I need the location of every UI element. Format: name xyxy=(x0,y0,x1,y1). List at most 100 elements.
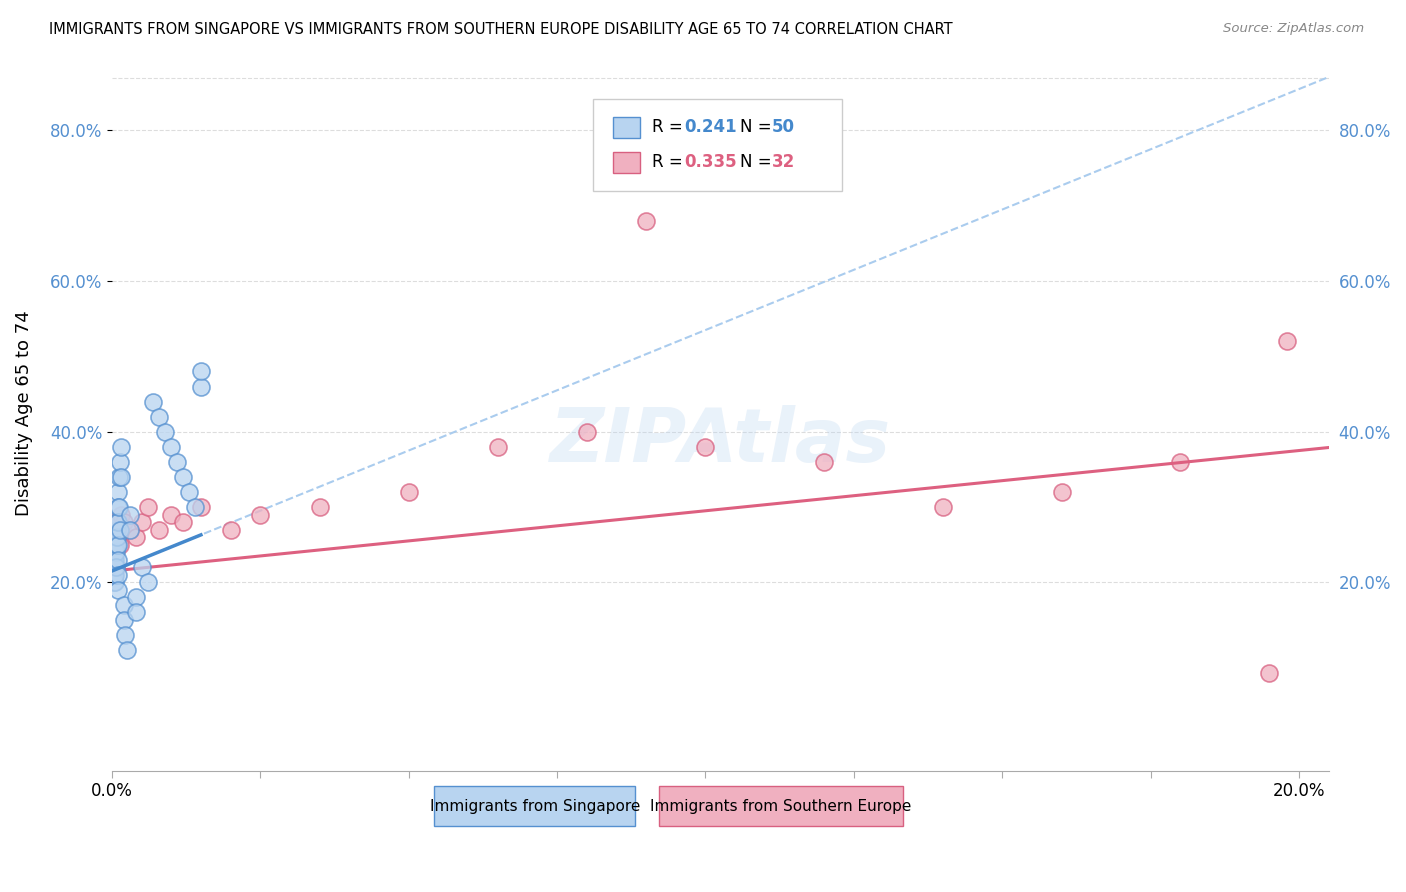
Text: R =: R = xyxy=(652,119,688,136)
Immigrants from Southern Europe xyxy=(219,523,242,537)
Text: 50: 50 xyxy=(772,119,794,136)
Immigrants from Southern Europe xyxy=(131,515,153,529)
Text: IMMIGRANTS FROM SINGAPORE VS IMMIGRANTS FROM SOUTHERN EUROPE DISABILITY AGE 65 T: IMMIGRANTS FROM SINGAPORE VS IMMIGRANTS … xyxy=(49,22,953,37)
FancyBboxPatch shape xyxy=(434,787,636,826)
Bar xyxy=(613,152,640,173)
Immigrants from Singapore xyxy=(103,560,125,574)
Text: 0.241: 0.241 xyxy=(683,119,737,136)
Text: Source: ZipAtlas.com: Source: ZipAtlas.com xyxy=(1223,22,1364,36)
Immigrants from Southern Europe xyxy=(148,523,170,537)
Immigrants from Southern Europe xyxy=(110,508,132,522)
Immigrants from Singapore xyxy=(131,560,153,574)
Immigrants from Singapore xyxy=(148,409,170,424)
Immigrants from Singapore xyxy=(108,470,131,484)
Text: ZIPAtlas: ZIPAtlas xyxy=(550,405,891,478)
Immigrants from Singapore xyxy=(104,575,127,590)
Immigrants from Southern Europe xyxy=(813,455,835,469)
Immigrants from Southern Europe xyxy=(1258,665,1281,680)
Immigrants from Singapore xyxy=(105,530,128,544)
Immigrants from Singapore xyxy=(190,364,212,378)
Immigrants from Southern Europe xyxy=(107,530,129,544)
Immigrants from Southern Europe xyxy=(486,440,509,454)
Immigrants from Singapore xyxy=(155,425,177,439)
Immigrants from Southern Europe xyxy=(124,530,146,544)
FancyBboxPatch shape xyxy=(592,100,842,191)
Immigrants from Singapore xyxy=(105,515,128,529)
Immigrants from Southern Europe xyxy=(172,515,194,529)
Text: R =: R = xyxy=(652,153,688,171)
Immigrants from Singapore xyxy=(104,567,127,582)
Immigrants from Singapore xyxy=(107,500,129,514)
Immigrants from Southern Europe xyxy=(104,545,127,559)
Immigrants from Singapore xyxy=(103,552,125,566)
Immigrants from Southern Europe xyxy=(103,552,125,566)
Immigrants from Southern Europe xyxy=(932,500,955,514)
Immigrants from Southern Europe xyxy=(108,523,131,537)
Immigrants from Singapore xyxy=(118,508,141,522)
Immigrants from Singapore xyxy=(172,470,194,484)
Immigrants from Singapore xyxy=(107,552,129,566)
Immigrants from Singapore xyxy=(104,538,127,552)
Immigrants from Singapore xyxy=(104,552,127,566)
Immigrants from Southern Europe xyxy=(112,515,135,529)
Immigrants from Singapore xyxy=(105,523,128,537)
Immigrants from Singapore xyxy=(107,582,129,597)
Text: N =: N = xyxy=(740,153,776,171)
Immigrants from Singapore xyxy=(190,379,212,393)
Immigrants from Southern Europe xyxy=(249,508,271,522)
Immigrants from Singapore xyxy=(114,628,136,642)
Immigrants from Southern Europe xyxy=(1050,485,1073,500)
Immigrants from Singapore xyxy=(166,455,188,469)
Immigrants from Singapore xyxy=(103,567,125,582)
Immigrants from Singapore xyxy=(107,515,129,529)
Immigrants from Singapore xyxy=(108,523,131,537)
Immigrants from Singapore xyxy=(115,643,138,657)
Immigrants from Singapore xyxy=(104,560,127,574)
Immigrants from Singapore xyxy=(104,545,127,559)
Text: Immigrants from Southern Europe: Immigrants from Southern Europe xyxy=(651,799,912,814)
Immigrants from Singapore xyxy=(110,470,132,484)
Immigrants from Southern Europe xyxy=(636,214,658,228)
Immigrants from Singapore xyxy=(160,440,183,454)
Immigrants from Southern Europe xyxy=(160,508,183,522)
Immigrants from Singapore xyxy=(112,613,135,627)
Bar xyxy=(613,117,640,138)
Immigrants from Southern Europe xyxy=(398,485,420,500)
Immigrants from Southern Europe xyxy=(104,538,127,552)
Immigrants from Singapore xyxy=(105,545,128,559)
Immigrants from Southern Europe xyxy=(1170,455,1192,469)
Immigrants from Singapore xyxy=(103,575,125,590)
FancyBboxPatch shape xyxy=(659,787,903,826)
Immigrants from Singapore xyxy=(142,394,165,409)
Immigrants from Singapore xyxy=(105,530,128,544)
Immigrants from Southern Europe xyxy=(105,560,128,574)
Immigrants from Singapore xyxy=(105,538,128,552)
Immigrants from Singapore xyxy=(177,485,200,500)
Text: N =: N = xyxy=(740,119,776,136)
Immigrants from Singapore xyxy=(184,500,207,514)
Immigrants from Singapore xyxy=(107,567,129,582)
Immigrants from Singapore xyxy=(105,560,128,574)
Immigrants from Southern Europe xyxy=(190,500,212,514)
Immigrants from Singapore xyxy=(118,523,141,537)
Immigrants from Singapore xyxy=(124,606,146,620)
Immigrants from Singapore xyxy=(124,591,146,605)
Text: Immigrants from Singapore: Immigrants from Singapore xyxy=(430,799,640,814)
Immigrants from Southern Europe xyxy=(575,425,598,439)
Immigrants from Singapore xyxy=(112,598,135,612)
Immigrants from Singapore xyxy=(107,538,129,552)
Immigrants from Southern Europe xyxy=(108,538,131,552)
Text: 32: 32 xyxy=(772,153,794,171)
Immigrants from Singapore xyxy=(108,500,131,514)
Text: 0.335: 0.335 xyxy=(683,153,737,171)
Immigrants from Singapore xyxy=(136,575,159,590)
Immigrants from Southern Europe xyxy=(1277,334,1299,349)
Immigrants from Southern Europe xyxy=(118,523,141,537)
Immigrants from Singapore xyxy=(107,485,129,500)
Immigrants from Southern Europe xyxy=(105,515,128,529)
Immigrants from Southern Europe xyxy=(136,500,159,514)
Immigrants from Singapore xyxy=(108,455,131,469)
Immigrants from Singapore xyxy=(110,440,132,454)
Immigrants from Southern Europe xyxy=(695,440,717,454)
Immigrants from Southern Europe xyxy=(308,500,330,514)
